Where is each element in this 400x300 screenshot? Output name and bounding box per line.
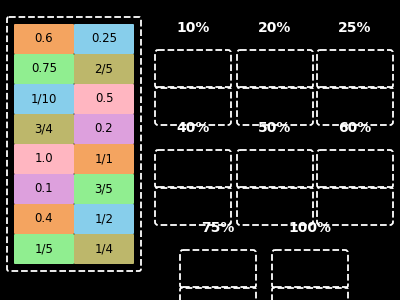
Text: 0.1: 0.1	[35, 182, 53, 196]
Text: 0.75: 0.75	[31, 62, 57, 76]
Text: 25%: 25%	[338, 21, 372, 35]
Text: 2/5: 2/5	[94, 62, 114, 76]
FancyBboxPatch shape	[14, 144, 74, 174]
Text: 50%: 50%	[258, 121, 292, 135]
Text: 75%: 75%	[201, 221, 235, 235]
FancyBboxPatch shape	[74, 54, 134, 84]
FancyBboxPatch shape	[14, 54, 74, 84]
FancyBboxPatch shape	[74, 234, 134, 264]
FancyBboxPatch shape	[14, 234, 74, 264]
Text: 1/5: 1/5	[34, 242, 54, 256]
Text: 1/2: 1/2	[94, 212, 114, 226]
Text: 100%: 100%	[288, 221, 332, 235]
Text: 0.4: 0.4	[35, 212, 53, 226]
FancyBboxPatch shape	[74, 174, 134, 204]
Text: 1/1: 1/1	[94, 152, 114, 166]
Text: 1/10: 1/10	[31, 92, 57, 106]
Text: 0.5: 0.5	[95, 92, 113, 106]
FancyBboxPatch shape	[74, 84, 134, 114]
Text: 0.6: 0.6	[35, 32, 53, 46]
FancyBboxPatch shape	[74, 144, 134, 174]
FancyBboxPatch shape	[74, 114, 134, 144]
Text: 1/4: 1/4	[94, 242, 114, 256]
FancyBboxPatch shape	[14, 114, 74, 144]
Text: 10%: 10%	[176, 21, 210, 35]
Text: 60%: 60%	[338, 121, 372, 135]
FancyBboxPatch shape	[14, 24, 74, 54]
Text: 0.2: 0.2	[95, 122, 113, 136]
FancyBboxPatch shape	[14, 204, 74, 234]
Text: 0.25: 0.25	[91, 32, 117, 46]
FancyBboxPatch shape	[74, 24, 134, 54]
FancyBboxPatch shape	[14, 174, 74, 204]
Text: 20%: 20%	[258, 21, 292, 35]
FancyBboxPatch shape	[14, 84, 74, 114]
Text: 3/4: 3/4	[34, 122, 54, 136]
FancyBboxPatch shape	[74, 204, 134, 234]
Text: 40%: 40%	[176, 121, 210, 135]
Text: 1.0: 1.0	[35, 152, 53, 166]
Text: 3/5: 3/5	[95, 182, 113, 196]
